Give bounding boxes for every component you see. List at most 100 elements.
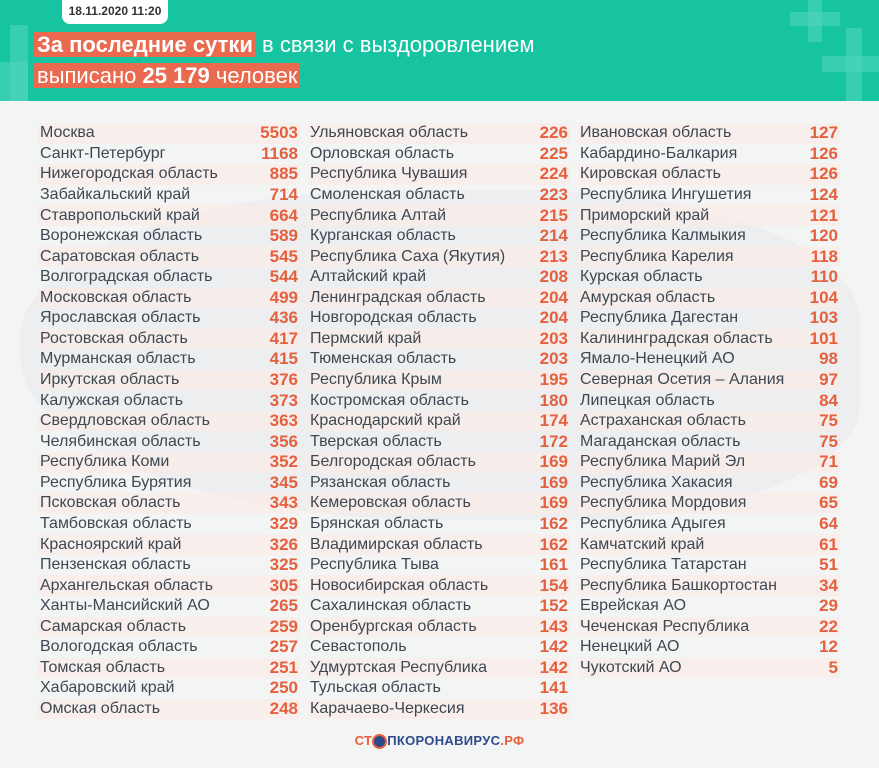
table-row: Владимирская область 162 — [308, 534, 570, 555]
recovered-count: 104 — [809, 287, 838, 307]
region-name: Нижегородская область — [40, 165, 218, 183]
table-row: Амурская область 104 — [578, 287, 840, 309]
table-row: Ямало-Ненецкий АО 98 — [578, 349, 840, 370]
region-name: Магаданская область — [580, 432, 741, 450]
recovered-count: 136 — [539, 699, 568, 719]
recovered-count: 436 — [269, 308, 298, 328]
table-row: Республика Крым 195 — [308, 369, 570, 391]
region-name: Ростовская область — [40, 329, 188, 347]
table-row: Магаданская область 75 — [578, 431, 840, 452]
recovered-count: 29 — [819, 596, 838, 616]
region-name: Пензенская область — [40, 556, 191, 574]
table-row: Удмуртская Республика 142 — [308, 657, 570, 679]
recovered-count: 223 — [539, 184, 568, 204]
recovered-count: 664 — [269, 205, 298, 225]
table-row: Красноярский край 326 — [38, 534, 300, 555]
region-name: Чеченская Республика — [580, 617, 750, 635]
table-row: Костромская область 180 — [308, 390, 570, 411]
recovered-count: 97 — [819, 370, 838, 390]
table-row: Республика Калмыкия 120 — [578, 226, 840, 247]
recovered-count: 65 — [819, 493, 838, 513]
table-row: Ханты-Мансийский АО 265 — [38, 596, 300, 617]
headline-text: в связи с выздоровлением — [262, 32, 535, 57]
recovered-count: 169 — [539, 472, 568, 492]
region-name: Приморский край — [580, 206, 710, 224]
recovered-count: 499 — [269, 287, 298, 307]
table-row: Ростовская область 417 — [38, 328, 300, 350]
region-name: Тюменская область — [310, 350, 457, 368]
recovered-count: 417 — [269, 328, 298, 348]
recovered-count: 248 — [269, 699, 298, 719]
table-row: Чукотский АО 5 — [578, 657, 840, 679]
plus-decoration — [10, 25, 28, 101]
table-row: Хабаровский край 250 — [38, 678, 300, 699]
recovered-count: 356 — [269, 431, 298, 451]
table-row: Оренбургская область 143 — [308, 616, 570, 638]
region-name: Сахалинская область — [310, 597, 472, 615]
region-name: Тверская область — [310, 432, 442, 450]
region-name: Краснодарский край — [310, 412, 461, 430]
table-column: Ульяновская область 226 Орловская область 2… — [308, 123, 570, 720]
region-name: Красноярский край — [40, 535, 182, 553]
table-row: Кабардино-Балкария 126 — [578, 144, 840, 165]
region-name: Волгоградская область — [40, 268, 213, 286]
recovered-count: 162 — [539, 513, 568, 533]
table-row: Ненецкий АО 12 — [578, 637, 840, 658]
table-row: Республика Коми 352 — [38, 452, 300, 473]
recovered-count: 265 — [269, 596, 298, 616]
table-row: Республика Хакасия 69 — [578, 473, 840, 494]
region-name: Республика Марий Эл — [580, 453, 746, 471]
table-row: Республика Марий Эл 71 — [578, 452, 840, 473]
region-name: Ямало-Ненецкий АО — [580, 350, 735, 368]
table-row: Воронежская область 589 — [38, 226, 300, 247]
recovered-count: 118 — [810, 246, 838, 266]
table-row: Москва 5503 — [38, 123, 300, 144]
region-name: Челябинская область — [40, 432, 201, 450]
recovered-count: 203 — [539, 328, 568, 348]
region-name: Республика Бурятия — [40, 473, 192, 491]
table-row: Сахалинская область 152 — [308, 596, 570, 617]
region-name: Республика Тыва — [310, 556, 439, 574]
table-row: Рязанская область 169 — [308, 473, 570, 494]
recovered-count: 34 — [819, 575, 838, 595]
table-row: Еврейская АО 29 — [578, 596, 840, 617]
recovered-count: 343 — [269, 493, 298, 513]
region-name: Липецкая область — [580, 391, 715, 409]
recovered-count: 204 — [539, 308, 568, 328]
table-row: Ульяновская область 226 — [308, 123, 570, 144]
table-row: Республика Карелия 118 — [578, 246, 840, 267]
region-name: Республика Татарстан — [580, 556, 747, 574]
recovered-count: 169 — [539, 493, 568, 513]
recovered-count: 714 — [269, 184, 298, 204]
recovered-count: 126 — [809, 164, 838, 184]
region-name: Еврейская АО — [580, 597, 687, 615]
region-name: Томская область — [40, 658, 166, 676]
virus-icon — [372, 734, 388, 749]
region-name: Санкт-Петербург — [40, 144, 166, 162]
recovered-count: 203 — [539, 349, 568, 369]
region-name: Москва — [40, 124, 95, 142]
region-name: Новосибирская область — [310, 576, 489, 594]
table-row: Северная Осетия – Алания 97 — [578, 369, 840, 391]
table-row: Тульская область 141 — [308, 678, 570, 699]
recovered-count: 250 — [269, 678, 298, 698]
region-name: Республика Калмыкия — [580, 227, 746, 245]
recovered-count: 101 — [809, 328, 838, 348]
recovered-count: 544 — [269, 267, 298, 287]
table-row: Курганская область 214 — [308, 226, 570, 247]
region-name: Северная Осетия – Алания — [580, 371, 785, 389]
headline-highlight: За последние сутки — [37, 32, 253, 57]
recovered-count: 103 — [809, 308, 838, 328]
table-row: Республика Ингушетия 124 — [578, 185, 840, 206]
table-row: Нижегородская область 885 — [38, 164, 300, 185]
region-name: Смоленская область — [310, 185, 465, 203]
table-row: Иркутская область 376 — [38, 369, 300, 391]
region-name: Омская область — [40, 700, 161, 718]
table-row: Алтайский край 208 — [308, 267, 570, 288]
recovered-count: 154 — [539, 575, 568, 595]
table-row: Калининградская область 101 — [578, 328, 840, 350]
region-name: Брянская область — [310, 514, 444, 532]
table-row: Томская область 251 — [38, 657, 300, 679]
region-name: Чукотский АО — [580, 658, 682, 676]
table-row: Карачаево-Черкесия 136 — [308, 698, 570, 720]
